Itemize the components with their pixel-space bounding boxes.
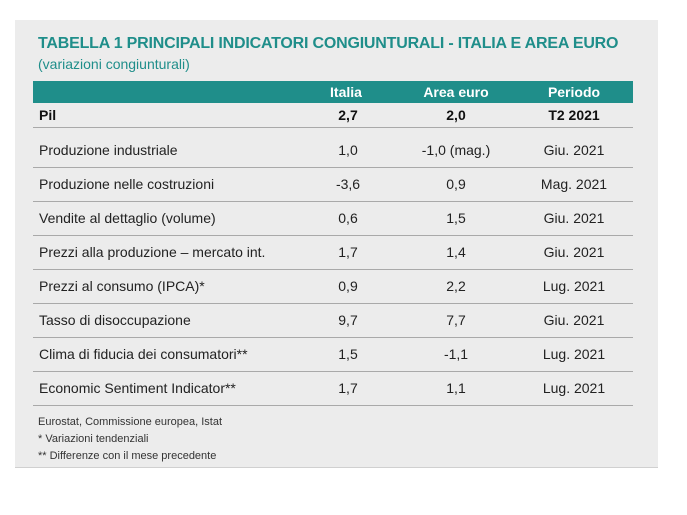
table-row: Prezzi alla produzione – mercato int. 1,…	[33, 236, 633, 270]
row-italia: -3,6	[335, 176, 361, 192]
table-row: Produzione industriale 1,0 -1,0 (mag.) G…	[33, 134, 633, 168]
row-area-euro: 0,9	[446, 176, 466, 192]
row-italia: 9,7	[338, 312, 358, 328]
row-periodo: Lug. 2021	[542, 380, 606, 396]
row-area-euro: -1,1	[443, 346, 469, 362]
row-area-euro: 2,2	[446, 278, 466, 294]
row-periodo: Mag. 2021	[540, 176, 608, 192]
note-tendenziali: * Variazioni tendenziali	[38, 433, 149, 445]
row-area-euro: 7,7	[446, 312, 466, 328]
row-italia: 1,7	[338, 244, 358, 260]
row-italia: 0,6	[338, 210, 358, 226]
row-label: Pil	[39, 107, 57, 123]
note-differenze: ** Differenze con il mese precedente	[38, 450, 217, 462]
table-row: Clima di fiducia dei consumatori** 1,5 -…	[33, 338, 633, 372]
table-notes: Eurostat, Commissione europea, Istat * V…	[38, 414, 222, 465]
row-area-euro: 1,1	[446, 380, 466, 396]
table-title: TABELLA 1 PRINCIPALI INDICATORI CONGIUNT…	[38, 35, 619, 52]
row-area-euro: -1,0 (mag.)	[421, 142, 491, 158]
row-label: Vendite al dettaglio (volume)	[39, 210, 216, 226]
table-row: Tasso di disoccupazione 9,7 7,7 Giu. 202…	[33, 304, 633, 338]
note-source: Eurostat, Commissione europea, Istat	[38, 416, 223, 428]
row-label: Clima di fiducia dei consumatori**	[39, 346, 248, 362]
table-row: Prezzi al consumo (IPCA)* 0,9 2,2 Lug. 2…	[33, 270, 633, 304]
row-label: Prezzi al consumo (IPCA)*	[39, 278, 205, 294]
row-area-euro: 2,0	[446, 107, 466, 123]
table-row: Economic Sentiment Indicator** 1,7 1,1 L…	[33, 372, 633, 406]
row-periodo: Lug. 2021	[542, 346, 606, 362]
row-italia: 1,7	[338, 380, 358, 396]
row-italia: 0,9	[338, 278, 358, 294]
row-label: Produzione nelle costruzioni	[39, 176, 215, 192]
row-label: Tasso di disoccupazione	[39, 312, 191, 328]
row-italia: 1,0	[338, 142, 358, 158]
row-periodo: Lug. 2021	[542, 278, 606, 294]
row-label: Produzione industriale	[39, 142, 178, 158]
header-periodo: Periodo	[547, 84, 601, 100]
row-periodo: Giu. 2021	[543, 142, 605, 158]
row-periodo: Giu. 2021	[543, 244, 605, 260]
table-row: Vendite al dettaglio (volume) 0,6 1,5 Gi…	[33, 202, 633, 236]
table-header: Italia Area euro Periodo	[33, 81, 633, 103]
row-label: Economic Sentiment Indicator**	[39, 380, 236, 396]
row-periodo: Giu. 2021	[543, 210, 605, 226]
row-periodo: T2 2021	[548, 107, 600, 123]
table-row: Pil 2,7 2,0 T2 2021	[33, 103, 633, 128]
row-label: Prezzi alla produzione – mercato int.	[39, 244, 266, 260]
row-periodo: Giu. 2021	[543, 312, 605, 328]
row-italia: 2,7	[338, 107, 358, 123]
table-subtitle: (variazioni congiunturali)	[38, 56, 190, 72]
row-area-euro: 1,5	[446, 210, 466, 226]
row-italia: 1,5	[338, 346, 358, 362]
table-row: Produzione nelle costruzioni -3,6 0,9 Ma…	[33, 168, 633, 202]
row-area-euro: 1,4	[446, 244, 466, 260]
header-area-euro: Area euro	[423, 84, 489, 100]
header-italia: Italia	[330, 84, 362, 100]
